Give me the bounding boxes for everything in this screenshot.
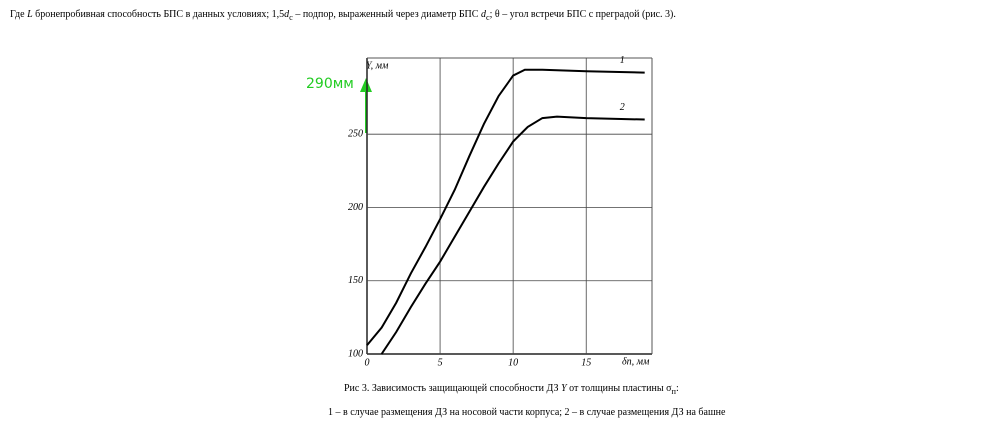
text: – подпор, выраженный через диаметр БПС <box>292 9 481 20</box>
y-tick-label: 200 <box>348 202 363 213</box>
text: п <box>671 387 676 396</box>
text: d <box>480 9 486 20</box>
line <box>380 115 645 355</box>
x-axis-label: δп, мм <box>622 356 650 367</box>
text: d <box>284 9 290 20</box>
text: бронепробивная способность БПС в данных … <box>32 9 285 20</box>
text: от толщины пластины σ <box>566 383 672 394</box>
text: Y <box>561 383 567 394</box>
text: c <box>485 13 490 22</box>
y-tick-label: 150 <box>348 275 363 286</box>
y-axis-label: Y, мм <box>366 60 389 71</box>
line <box>366 68 645 346</box>
series-label: 1 <box>620 55 625 66</box>
x-tick-label: 0 <box>365 357 370 368</box>
annotation-arrowhead <box>360 78 372 92</box>
text: Рис 3. Зависимость защищающей способност… <box>344 383 562 394</box>
text: c <box>289 13 293 22</box>
caption: Рис 3. Зависимость защищающей способност… <box>344 383 679 396</box>
x-tick-label: 10 <box>508 357 518 368</box>
header-text: Где L бронепробивная способность БПС в д… <box>10 9 676 22</box>
text: : <box>675 383 679 394</box>
y-tick-label: 100 <box>348 348 363 359</box>
x-tick-label: 5 <box>438 357 443 368</box>
annotation: 290мм <box>306 76 354 92</box>
series-label: 2 <box>620 102 625 113</box>
text: ; θ – угол встречи БПС с преградой (рис.… <box>489 9 676 20</box>
caption-2: 1 – в случае размещения ДЗ на носовой ча… <box>328 407 726 418</box>
x-tick-label: 15 <box>581 357 591 368</box>
text: L <box>27 9 33 20</box>
y-tick-label: 250 <box>348 128 363 139</box>
text: Где <box>10 9 28 20</box>
